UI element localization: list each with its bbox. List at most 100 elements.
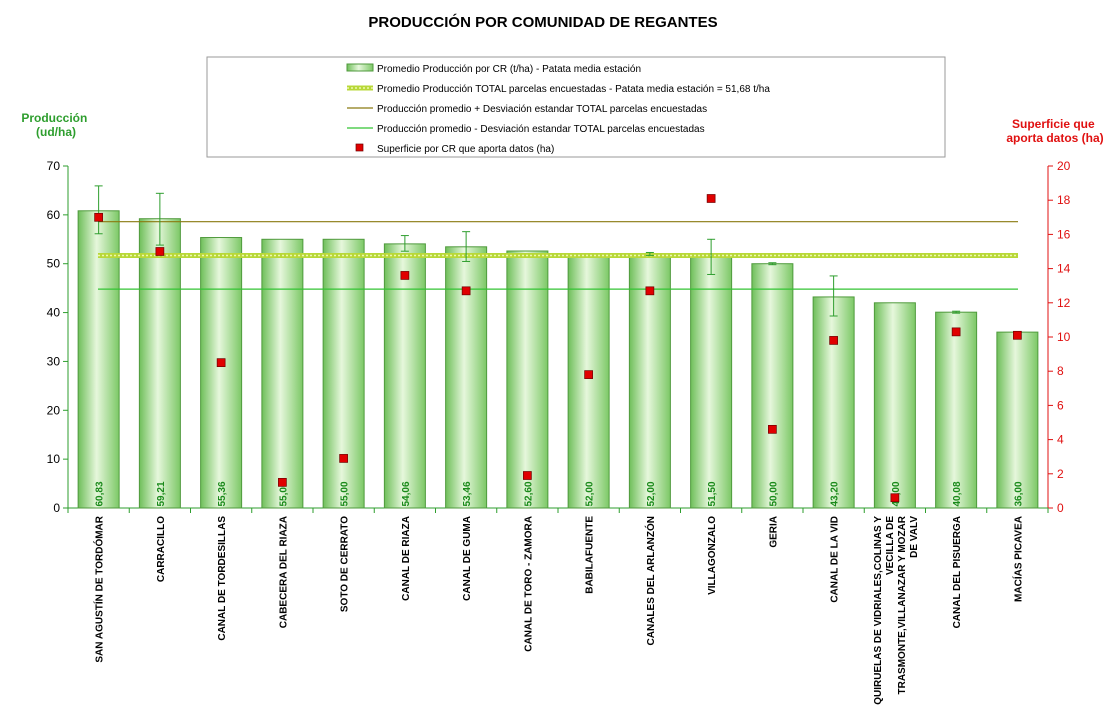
left-tick-label: 60 xyxy=(47,208,61,222)
bar xyxy=(567,253,610,509)
bar xyxy=(935,311,978,509)
bar xyxy=(812,296,855,509)
bar-value-label: 36,00 xyxy=(1013,481,1024,506)
left-axis-title-line: (ud/ha) xyxy=(36,125,76,139)
bar-value-label: 51,50 xyxy=(707,481,718,506)
surface-point xyxy=(645,286,655,296)
surface-point xyxy=(94,212,103,222)
right-tick-label: 8 xyxy=(1057,364,1064,378)
bar-value-label: 50,00 xyxy=(768,481,779,506)
bar-value-label: 52,00 xyxy=(585,481,596,506)
bar-value-label: 52,00 xyxy=(646,481,657,506)
category-label: CANAL DE LA VID xyxy=(830,516,841,603)
legend-label: Promedio Producción por CR (t/ha) - Pata… xyxy=(377,64,641,75)
left-tick-label: 0 xyxy=(53,501,60,515)
surface-point xyxy=(890,493,900,503)
category-label: CANAL DE RIAZA xyxy=(401,516,412,601)
surface-point xyxy=(339,454,348,463)
right-axis-title: Superficie que aporta datos (ha) xyxy=(1006,117,1103,145)
chart-title: PRODUCCIÓN POR COMUNIDAD DE REGANTES xyxy=(368,13,717,31)
left-tick-label: 20 xyxy=(47,403,61,417)
bar-value-label: 55,36 xyxy=(217,481,228,506)
right-axis-title-line: Superficie que xyxy=(1012,117,1095,131)
category-label: CABECERA DEL RIAZA xyxy=(278,516,289,628)
category-label: CANAL DE TORDESILLAS xyxy=(217,516,228,641)
left-tick-label: 10 xyxy=(47,452,61,466)
bar-value-label: 43,20 xyxy=(830,481,841,506)
category-label: MACÍAS PICAVEA xyxy=(1011,516,1024,602)
bar xyxy=(445,246,488,509)
right-tick-label: 12 xyxy=(1057,296,1071,310)
category-label: VECILLA DE xyxy=(885,516,896,575)
left-axis-title-line: Producción xyxy=(21,111,87,125)
category-label: GERIA xyxy=(768,516,779,548)
surface-point xyxy=(278,478,287,487)
bar-value-label: 55,00 xyxy=(340,481,351,506)
category-label: CARRACILLO xyxy=(156,516,167,582)
right-tick-label: 6 xyxy=(1057,398,1064,412)
bar xyxy=(261,238,304,509)
right-tick-label: 20 xyxy=(1057,159,1071,173)
right-tick-label: 16 xyxy=(1057,227,1071,241)
left-tick-label: 50 xyxy=(47,257,61,271)
legend-swatch-surface xyxy=(355,143,364,152)
surface-point xyxy=(768,424,777,434)
surface-point xyxy=(584,370,593,379)
right-axis-title-line: aporta datos (ha) xyxy=(1006,131,1103,145)
legend-label: Superficie por CR que aporta datos (ha) xyxy=(377,144,554,155)
legend: Promedio Producción por CR (t/ha) - Pata… xyxy=(206,56,946,158)
category-label: DE VALV xyxy=(909,516,920,558)
bar xyxy=(751,263,794,509)
plot-area: 0 10 20 30 40 50 60 70 0 2 4 6 8 10 12 14 16 18 20 60,83 59,… xyxy=(47,159,1071,705)
bar xyxy=(200,237,243,509)
right-tick-label: 14 xyxy=(1057,262,1071,276)
category-label: BABILAFUENTE xyxy=(585,516,596,594)
bar xyxy=(383,243,426,509)
left-tick-label: 40 xyxy=(47,306,61,320)
left-tick-label: 70 xyxy=(47,159,61,173)
bar-value-label: 40,08 xyxy=(952,481,963,506)
surface-point xyxy=(523,471,532,480)
surface-point xyxy=(400,271,410,280)
bar-value-label: 60,83 xyxy=(95,481,106,506)
right-tick-label: 10 xyxy=(1057,330,1071,344)
category-label: CANALES DEL ARLANZÓN xyxy=(644,516,657,645)
category-label: TRASMONTE,VILLANAZAR Y MOZAR xyxy=(897,515,908,694)
right-tick-label: 4 xyxy=(1057,433,1064,447)
bar-value-label: 52,60 xyxy=(523,481,534,506)
right-tick-label: 0 xyxy=(1057,501,1064,515)
bar xyxy=(873,302,916,509)
bar xyxy=(322,238,365,509)
surface-point xyxy=(1013,330,1022,340)
surface-point xyxy=(706,194,716,203)
category-label: QUIRUELAS DE VIDRIALES,COLINAS Y xyxy=(873,516,884,705)
surface-point xyxy=(216,358,226,367)
category-label: SAN AGUSTÍN DE TORDÓMAR xyxy=(93,515,106,662)
category-label: CANAL DE TORO - ZAMORA xyxy=(523,516,534,652)
category-label: VILLAGONZALO xyxy=(707,516,718,595)
surface-point xyxy=(829,336,838,345)
surface-point xyxy=(951,327,961,337)
bar xyxy=(77,210,120,509)
category-label: SOTO DE CERRATO xyxy=(340,516,351,612)
bar xyxy=(138,218,181,509)
category-label: CANAL DE GUMA xyxy=(462,516,473,601)
legend-swatch-bar xyxy=(346,63,374,72)
left-tick-label: 30 xyxy=(47,354,61,368)
bar xyxy=(690,255,733,509)
surface-point xyxy=(461,286,471,296)
left-axis-title: Producción (ud/ha) xyxy=(21,111,90,139)
right-tick-label: 18 xyxy=(1057,193,1071,207)
legend-box xyxy=(206,56,946,158)
bar-value-label: 53,46 xyxy=(462,481,473,506)
bar xyxy=(628,253,671,509)
right-tick-label: 2 xyxy=(1057,467,1064,481)
bar xyxy=(506,250,549,509)
legend-label: Producción promedio + Desviación estanda… xyxy=(377,104,707,115)
surface-point xyxy=(155,247,165,256)
legend-label: Producción promedio - Desviación estanda… xyxy=(377,124,705,135)
bar-value-label: 55,00 xyxy=(278,481,289,506)
bar-value-label: 59,21 xyxy=(156,481,167,506)
legend-label: Promedio Producción TOTAL parcelas encue… xyxy=(377,84,770,95)
